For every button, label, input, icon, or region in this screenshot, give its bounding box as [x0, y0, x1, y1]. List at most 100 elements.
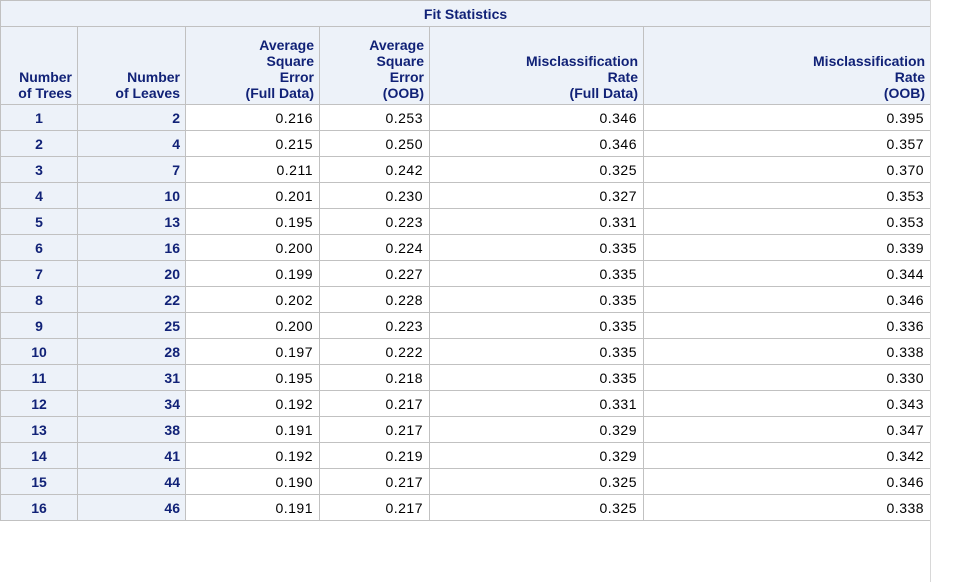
cell-ase-oob: 0.228 [319, 286, 430, 313]
cell-misclassification-full-data: 0.325 [429, 156, 644, 183]
cell-misclassification-full-data: 0.335 [429, 364, 644, 391]
header-ase-full-data: Average Square Error (Full Data) [185, 26, 320, 105]
cell-number-of-leaves: 46 [77, 494, 186, 521]
cell-number-of-trees: 9 [0, 312, 78, 339]
table-title-row: Fit Statistics [0, 0, 932, 27]
cell-number-of-trees: 6 [0, 234, 78, 261]
cell-misclassification-oob: 0.336 [642, 312, 932, 339]
table-row: 16 46 0.191 0.217 0.325 0.338 [0, 494, 932, 521]
table-row: 1 2 0.216 0.253 0.346 0.395 [0, 104, 932, 131]
cell-number-of-trees: 13 [0, 416, 78, 443]
cell-misclassification-full-data: 0.329 [429, 442, 644, 469]
header-misclassification-oob: Misclassification Rate (OOB) [642, 26, 932, 105]
column-header-row: Number of Trees Number of Leaves Average Squa… [0, 26, 932, 105]
table-row: 6 16 0.200 0.224 0.335 0.339 [0, 234, 932, 261]
table-row: 9 25 0.200 0.223 0.335 0.336 [0, 312, 932, 339]
cell-ase-oob: 0.227 [319, 260, 430, 287]
right-edge-divider [930, 0, 931, 582]
cell-ase-full-data: 0.201 [185, 182, 320, 209]
cell-misclassification-full-data: 0.327 [429, 182, 644, 209]
cell-misclassification-oob: 0.346 [642, 468, 932, 495]
cell-misclassification-full-data: 0.325 [429, 468, 644, 495]
cell-ase-full-data: 0.199 [185, 260, 320, 287]
cell-ase-oob: 0.217 [319, 390, 430, 417]
header-line: Average [369, 37, 424, 53]
header-line: Rate [894, 69, 926, 85]
cell-ase-oob: 0.224 [319, 234, 430, 261]
cell-number-of-trees: 12 [0, 390, 78, 417]
cell-ase-oob: 0.230 [319, 182, 430, 209]
cell-ase-oob: 0.250 [319, 130, 430, 157]
cell-ase-full-data: 0.192 [185, 390, 320, 417]
cell-ase-oob: 0.219 [319, 442, 430, 469]
cell-ase-oob: 0.253 [319, 104, 430, 131]
cell-ase-full-data: 0.195 [185, 364, 320, 391]
table-row: 7 20 0.199 0.227 0.335 0.344 [0, 260, 932, 287]
fit-statistics-table: Fit Statistics Number of Trees Number of Le… [0, 0, 932, 521]
cell-misclassification-oob: 0.357 [642, 130, 932, 157]
cell-misclassification-oob: 0.353 [642, 182, 932, 209]
cell-ase-full-data: 0.202 [185, 286, 320, 313]
cell-ase-full-data: 0.211 [185, 156, 320, 183]
table-row: 15 44 0.190 0.217 0.325 0.346 [0, 468, 932, 495]
cell-ase-oob: 0.223 [319, 208, 430, 235]
cell-number-of-leaves: 41 [77, 442, 186, 469]
header-line: (Full Data) [245, 85, 314, 101]
cell-ase-full-data: 0.215 [185, 130, 320, 157]
cell-misclassification-full-data: 0.331 [429, 208, 644, 235]
cell-number-of-leaves: 31 [77, 364, 186, 391]
cell-number-of-leaves: 7 [77, 156, 186, 183]
cell-misclassification-oob: 0.344 [642, 260, 932, 287]
cell-misclassification-full-data: 0.346 [429, 104, 644, 131]
header-line: Square [266, 53, 314, 69]
cell-misclassification-oob: 0.347 [642, 416, 932, 443]
cell-ase-oob: 0.217 [319, 494, 430, 521]
header-line: of Trees [18, 85, 72, 101]
header-line: of Leaves [115, 85, 180, 101]
cell-number-of-trees: 5 [0, 208, 78, 235]
header-ase-oob: Average Square Error (OOB) [319, 26, 430, 105]
cell-number-of-leaves: 4 [77, 130, 186, 157]
cell-misclassification-oob: 0.395 [642, 104, 932, 131]
header-number-of-trees: Number of Trees [0, 26, 78, 105]
cell-ase-full-data: 0.216 [185, 104, 320, 131]
cell-misclassification-oob: 0.342 [642, 442, 932, 469]
cell-misclassification-oob: 0.330 [642, 364, 932, 391]
header-line: (OOB) [382, 85, 424, 101]
table-row: 2 4 0.215 0.250 0.346 0.357 [0, 130, 932, 157]
header-line: Error [389, 69, 424, 85]
cell-number-of-trees: 16 [0, 494, 78, 521]
table-row: 13 38 0.191 0.217 0.329 0.347 [0, 416, 932, 443]
header-misclassification-full-data: Misclassification Rate (Full Data) [429, 26, 644, 105]
cell-misclassification-full-data: 0.331 [429, 390, 644, 417]
cell-ase-oob: 0.242 [319, 156, 430, 183]
cell-number-of-trees: 8 [0, 286, 78, 313]
table-body: 1 2 0.216 0.253 0.346 0.395 2 4 0.215 0.250 0.346 0… [0, 104, 932, 521]
cell-misclassification-oob: 0.346 [642, 286, 932, 313]
cell-ase-oob: 0.223 [319, 312, 430, 339]
cell-misclassification-oob: 0.338 [642, 494, 932, 521]
table-row: 8 22 0.202 0.228 0.335 0.346 [0, 286, 932, 313]
table-row: 10 28 0.197 0.222 0.335 0.338 [0, 338, 932, 365]
cell-number-of-trees: 2 [0, 130, 78, 157]
header-line: Error [279, 69, 314, 85]
cell-number-of-leaves: 34 [77, 390, 186, 417]
header-line: Number [127, 69, 180, 85]
cell-misclassification-full-data: 0.335 [429, 260, 644, 287]
cell-ase-oob: 0.217 [319, 416, 430, 443]
header-line: Misclassification [813, 53, 926, 69]
cell-misclassification-full-data: 0.335 [429, 338, 644, 365]
cell-number-of-trees: 15 [0, 468, 78, 495]
cell-number-of-leaves: 13 [77, 208, 186, 235]
table-row: 14 41 0.192 0.219 0.329 0.342 [0, 442, 932, 469]
cell-number-of-trees: 10 [0, 338, 78, 365]
cell-number-of-trees: 14 [0, 442, 78, 469]
cell-number-of-leaves: 28 [77, 338, 186, 365]
cell-misclassification-oob: 0.370 [642, 156, 932, 183]
cell-number-of-leaves: 2 [77, 104, 186, 131]
header-line: (OOB) [883, 85, 926, 101]
cell-number-of-trees: 1 [0, 104, 78, 131]
header-line: (Full Data) [569, 85, 638, 101]
cell-ase-full-data: 0.197 [185, 338, 320, 365]
cell-ase-full-data: 0.190 [185, 468, 320, 495]
